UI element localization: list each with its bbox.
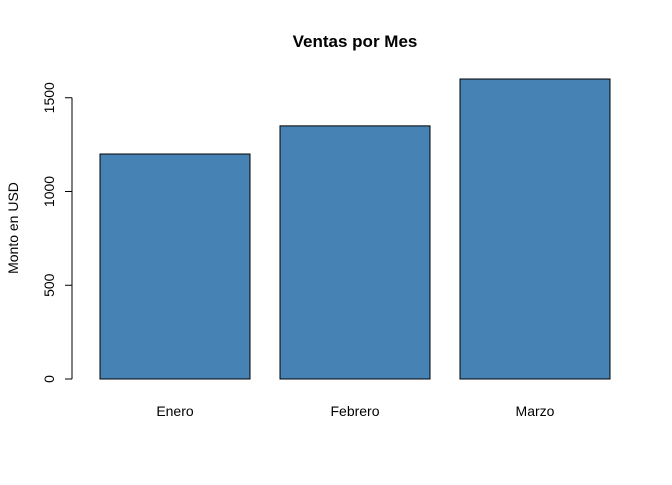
y-tick-label: 500 bbox=[41, 273, 57, 297]
bars-group bbox=[99, 78, 611, 380]
x-tick-label-marzo: Marzo bbox=[516, 403, 555, 419]
y-tick-label: 1500 bbox=[41, 82, 57, 113]
bar-enero bbox=[99, 153, 251, 380]
bar-marzo bbox=[459, 78, 611, 380]
bar-febrero bbox=[279, 125, 431, 380]
x-tick-label-febrero: Febrero bbox=[330, 403, 379, 419]
y-tick-label: 0 bbox=[41, 375, 57, 383]
x-category-labels: Enero Febrero Marzo bbox=[156, 403, 554, 419]
y-axis: 0 500 1000 1500 bbox=[41, 82, 73, 383]
chart-title: Ventas por Mes bbox=[293, 32, 418, 51]
y-tick-label: 1000 bbox=[41, 176, 57, 207]
y-axis-label: Monto en USD bbox=[5, 182, 21, 274]
x-tick-label-enero: Enero bbox=[156, 403, 194, 419]
